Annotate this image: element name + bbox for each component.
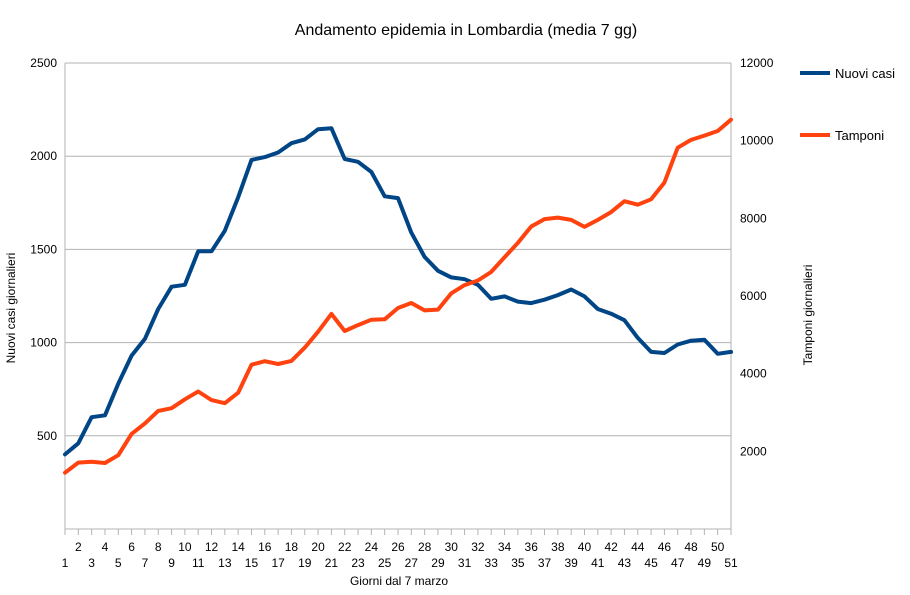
x-tick-label: 3: [88, 556, 95, 570]
x-tick-label: 37: [538, 556, 552, 570]
right-axis-tick-labels: 2000 4000 6000 8000 10000 12000: [740, 56, 774, 458]
left-tick-label: 1000: [30, 336, 57, 350]
x-tick-label: 47: [671, 556, 685, 570]
x-tick-label: 24: [365, 540, 379, 554]
axes: [64, 63, 732, 535]
series-lines: [63, 117, 733, 475]
x-tick-label: 6: [128, 540, 135, 554]
legend-label: Nuovi casi: [835, 66, 895, 81]
x-tick-label: 49: [698, 556, 712, 570]
x-tick-label: 1: [62, 556, 69, 570]
x-tick-label: 44: [631, 540, 645, 554]
x-tick-label: 19: [298, 556, 312, 570]
x-tick-label: 29: [431, 556, 445, 570]
legend: Nuovi casi Tamponi: [800, 66, 895, 143]
x-tick-label: 46: [658, 540, 672, 554]
x-tick-label: 39: [564, 556, 578, 570]
x-tick-label: 8: [155, 540, 162, 554]
chart-title: Andamento epidemia in Lombardia (media 7…: [295, 22, 637, 39]
x-tick-label: 23: [351, 556, 365, 570]
x-tick-label: 36: [525, 540, 539, 554]
x-tick-label: 20: [311, 540, 325, 554]
x-tick-label: 40: [578, 540, 592, 554]
right-tick-label: 12000: [740, 56, 774, 70]
x-tick-label: 10: [178, 540, 192, 554]
legend-label: Tamponi: [835, 128, 884, 143]
series-line: [63, 126, 733, 457]
x-axis-label: Giorni dal 7 marzo: [350, 574, 448, 588]
right-tick-label: 10000: [740, 134, 774, 148]
right-tick-label: 8000: [740, 211, 767, 225]
x-tick-label: 27: [405, 556, 419, 570]
x-tick-label: 30: [445, 540, 459, 554]
x-tick-label: 42: [604, 540, 618, 554]
x-tick-label: 32: [471, 540, 485, 554]
right-tick-label: 2000: [740, 444, 767, 458]
x-tick-label: 4: [102, 540, 109, 554]
y-axis-label: Nuovi casi giornalieri: [4, 253, 18, 364]
x-tick-label: 41: [591, 556, 605, 570]
x-tick-label: 12: [205, 540, 219, 554]
x-tick-label: 15: [245, 556, 259, 570]
x-tick-label: 33: [485, 556, 499, 570]
x-tick-label: 21: [325, 556, 339, 570]
left-tick-label: 2000: [30, 149, 57, 163]
x-tick-label: 34: [498, 540, 512, 554]
x-tick-label: 50: [711, 540, 725, 554]
x-tick-label: 26: [391, 540, 405, 554]
x-tick-label: 35: [511, 556, 525, 570]
x-tick-label: 11: [192, 556, 205, 570]
left-tick-label: 1500: [30, 242, 57, 256]
left-tick-label: 2500: [30, 56, 57, 70]
x-tick-label: 51: [724, 556, 738, 570]
grid-lines: [65, 62, 731, 437]
left-axis-tick-labels: 500 1000 1500 2000 2500: [30, 56, 57, 443]
x-tick-label: 25: [378, 556, 392, 570]
left-tick-label: 500: [37, 429, 57, 443]
x-tick-label: 17: [271, 556, 285, 570]
right-tick-label: 4000: [740, 367, 767, 381]
x-tick-label: 31: [458, 556, 472, 570]
x-tick-label: 16: [258, 540, 272, 554]
right-tick-label: 6000: [740, 289, 767, 303]
x-tick-label: 28: [418, 540, 432, 554]
x-tick-label: 48: [684, 540, 698, 554]
x-tick-label: 5: [115, 556, 122, 570]
y2-axis-label: Tamponi giornalieri: [801, 265, 815, 366]
series-line: [63, 117, 733, 475]
x-tick-label: 38: [551, 540, 565, 554]
x-tick-label: 43: [618, 556, 632, 570]
x-tick-label: 18: [285, 540, 299, 554]
x-tick-label: 13: [218, 556, 232, 570]
x-tick-label: 22: [338, 540, 352, 554]
x-axis-tick-labels: 1234567891011121314151617181920212223242…: [62, 540, 738, 570]
x-tick-label: 9: [168, 556, 175, 570]
x-tick-label: 2: [75, 540, 82, 554]
x-tick-label: 7: [142, 556, 149, 570]
x-tick-label: 14: [231, 540, 245, 554]
x-tick-label: 45: [644, 556, 658, 570]
